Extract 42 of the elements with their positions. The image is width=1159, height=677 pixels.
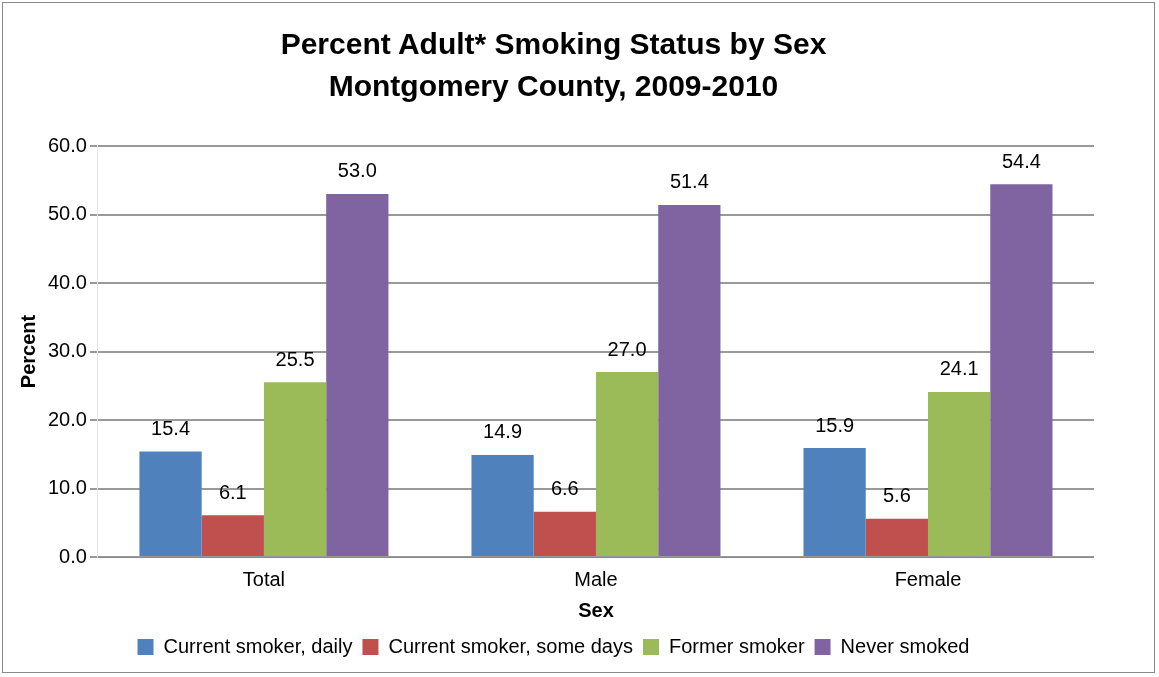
data-label: 6.6 <box>550 477 579 500</box>
data-label: 15.9 <box>815 413 855 436</box>
y-tick-label: 0.0 <box>59 544 87 567</box>
x-tick-label: Male <box>574 567 618 590</box>
legend-label: Never smoked <box>840 634 970 657</box>
bar <box>139 451 202 556</box>
bar <box>201 515 264 556</box>
x-axis-title: Sex <box>578 598 614 621</box>
bar <box>471 454 534 556</box>
y-axis-title: Percent <box>16 314 39 389</box>
legend-label: Current smoker, daily <box>163 634 353 657</box>
chart-title: Percent Adult* Smoking Status by Sex <box>280 27 827 61</box>
bar <box>803 448 866 556</box>
bar <box>263 382 327 556</box>
data-label: 24.1 <box>939 357 979 380</box>
data-label: 15.4 <box>151 417 191 440</box>
legend-label: Former smoker <box>668 634 805 657</box>
bar <box>326 193 389 556</box>
bar <box>658 204 721 556</box>
data-label: 25.5 <box>275 347 315 370</box>
x-tick-label: Female <box>894 567 962 590</box>
y-tick-label: 10.0 <box>47 476 87 499</box>
y-tick-label: 50.0 <box>47 202 87 225</box>
legend-label: Current smoker, some days <box>388 634 633 657</box>
bar <box>533 511 596 556</box>
bar <box>990 184 1053 556</box>
data-label: 51.4 <box>669 170 709 193</box>
data-label: 6.1 <box>218 480 247 503</box>
y-tick-label: 30.0 <box>47 339 87 362</box>
y-tick-label: 20.0 <box>47 407 87 430</box>
data-label: 27.0 <box>607 337 647 360</box>
x-tick-label: Total <box>242 567 286 590</box>
data-label: 53.0 <box>337 159 377 182</box>
y-tick-label: 40.0 <box>47 270 87 293</box>
chart-subtitle: Montgomery County, 2009-2010 <box>328 69 779 103</box>
data-label: 5.6 <box>882 484 911 507</box>
bar <box>927 391 991 556</box>
bar <box>595 372 659 556</box>
bar <box>865 518 928 556</box>
data-label: 14.9 <box>483 420 523 443</box>
y-tick-label: 60.0 <box>47 133 87 156</box>
data-label: 54.4 <box>1001 149 1041 172</box>
